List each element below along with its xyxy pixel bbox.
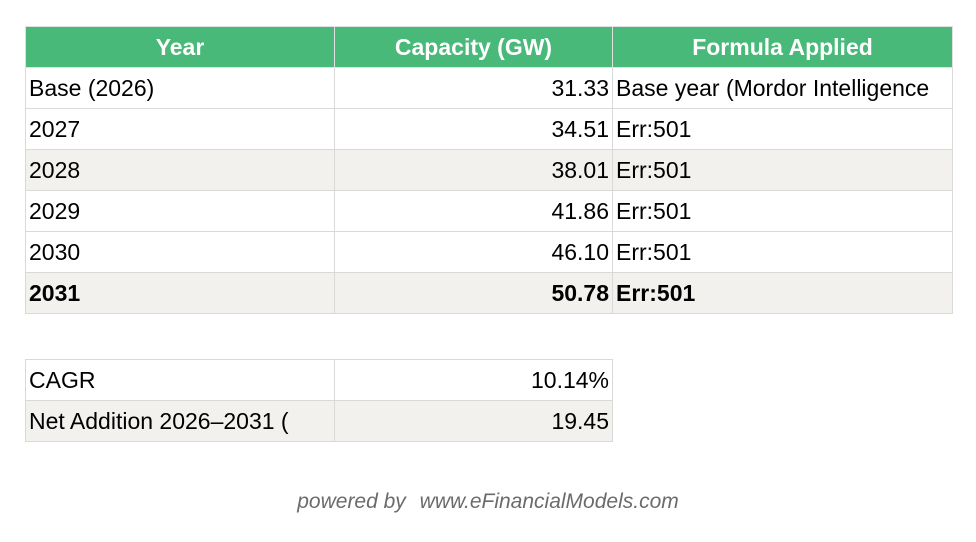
table-row: 2028 38.01 Err:501 bbox=[25, 149, 953, 191]
website-text: www.eFinancialModels.com bbox=[419, 490, 679, 513]
formula-cell[interactable]: Err:501 bbox=[612, 108, 953, 150]
header-row: Year Capacity (GW) Formula Applied bbox=[25, 26, 953, 68]
year-cell[interactable]: 2028 bbox=[25, 149, 335, 191]
year-cell[interactable]: 2031 bbox=[25, 272, 335, 314]
formula-cell[interactable]: Err:501 bbox=[612, 149, 953, 191]
year-cell[interactable]: 2030 bbox=[25, 231, 335, 273]
summary-table: CAGR 10.14% Net Addition 2026–2031 ( 19.… bbox=[25, 359, 613, 442]
capacity-cell[interactable]: 50.78 bbox=[334, 272, 613, 314]
footer-watermark: powered by www.eFinancialModels.com bbox=[0, 490, 976, 514]
formula-cell[interactable]: Err:501 bbox=[612, 190, 953, 232]
year-cell[interactable]: Base (2026) bbox=[25, 67, 335, 109]
capacity-cell[interactable]: 34.51 bbox=[334, 108, 613, 150]
summary-label[interactable]: CAGR bbox=[25, 359, 335, 401]
summary-row-net-addition: Net Addition 2026–2031 ( 19.45 bbox=[25, 400, 613, 442]
summary-label[interactable]: Net Addition 2026–2031 ( bbox=[25, 400, 335, 442]
powered-by-text: powered by bbox=[297, 490, 406, 513]
capacity-cell[interactable]: 31.33 bbox=[334, 67, 613, 109]
summary-value[interactable]: 10.14% bbox=[334, 359, 613, 401]
table-row: 2029 41.86 Err:501 bbox=[25, 190, 953, 232]
year-cell[interactable]: 2027 bbox=[25, 108, 335, 150]
table-row-final: 2031 50.78 Err:501 bbox=[25, 272, 953, 314]
formula-cell[interactable]: Err:501 bbox=[612, 231, 953, 273]
summary-value[interactable]: 19.45 bbox=[334, 400, 613, 442]
summary-row-cagr: CAGR 10.14% bbox=[25, 359, 613, 401]
table-row: Base (2026) 31.33 Base year (Mordor Inte… bbox=[25, 67, 953, 109]
table-row: 2027 34.51 Err:501 bbox=[25, 108, 953, 150]
table-row: 2030 46.10 Err:501 bbox=[25, 231, 953, 273]
capacity-cell[interactable]: 41.86 bbox=[334, 190, 613, 232]
capacity-cell[interactable]: 38.01 bbox=[334, 149, 613, 191]
capacity-table: Year Capacity (GW) Formula Applied Base … bbox=[25, 26, 953, 314]
header-formula[interactable]: Formula Applied bbox=[612, 26, 953, 68]
header-year[interactable]: Year bbox=[25, 26, 335, 68]
year-cell[interactable]: 2029 bbox=[25, 190, 335, 232]
header-capacity[interactable]: Capacity (GW) bbox=[334, 26, 613, 68]
formula-cell[interactable]: Err:501 bbox=[612, 272, 953, 314]
formula-cell[interactable]: Base year (Mordor Intelligence bbox=[612, 67, 953, 109]
capacity-cell[interactable]: 46.10 bbox=[334, 231, 613, 273]
